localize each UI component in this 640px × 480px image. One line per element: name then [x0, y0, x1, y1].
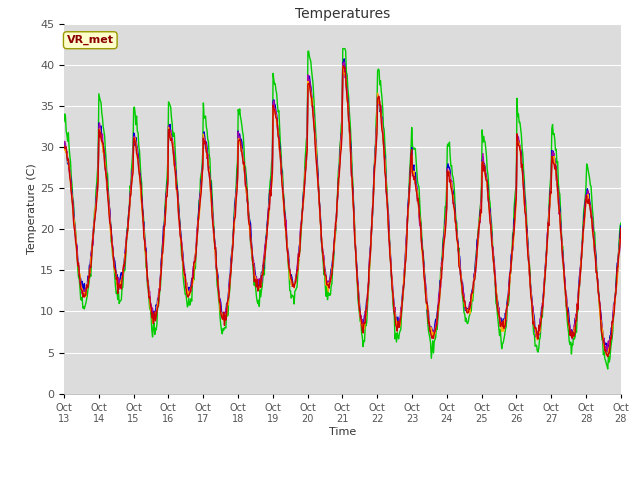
Text: VR_met: VR_met [67, 35, 114, 45]
Y-axis label: Temperature (C): Temperature (C) [28, 163, 37, 254]
Title: Temperatures: Temperatures [295, 8, 390, 22]
X-axis label: Time: Time [329, 427, 356, 437]
